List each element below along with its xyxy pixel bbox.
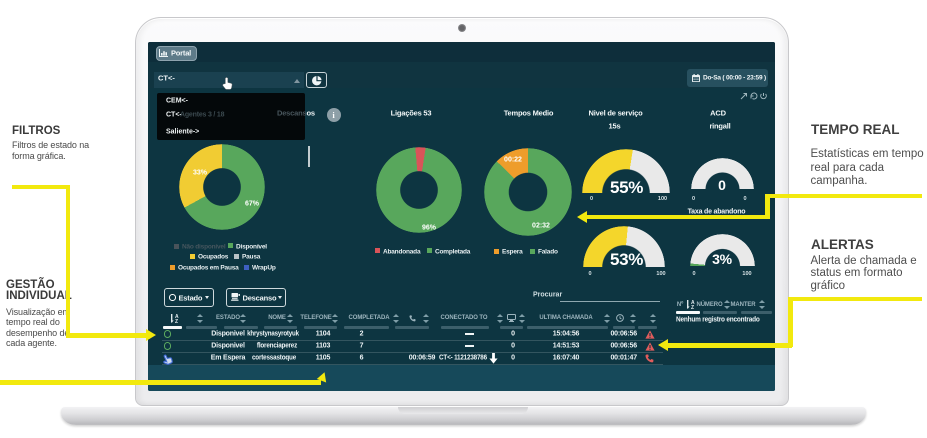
svg-text:Z: Z [691, 305, 694, 309]
svg-text:A: A [691, 300, 695, 306]
svg-text:Z: Z [175, 319, 178, 323]
svg-text:A: A [175, 314, 179, 320]
